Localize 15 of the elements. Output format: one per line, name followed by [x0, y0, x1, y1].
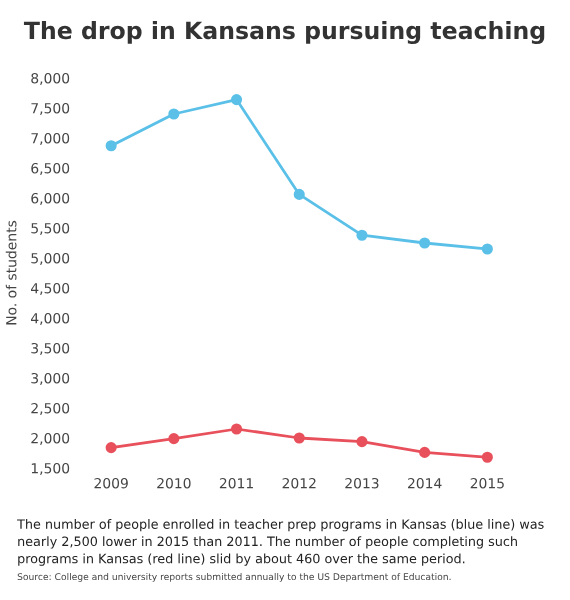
- point: [356, 229, 368, 241]
- point: [168, 433, 180, 445]
- point: [356, 436, 368, 448]
- point: [419, 237, 431, 249]
- point: [105, 442, 117, 454]
- point: [481, 451, 493, 463]
- point: [419, 446, 431, 458]
- point: [168, 108, 180, 120]
- point: [293, 432, 305, 444]
- point: [481, 243, 493, 255]
- point: [230, 94, 243, 106]
- point: [293, 188, 305, 200]
- chart-title: The drop in Kansans pursuing teaching: [23, 21, 545, 45]
- point: [105, 140, 117, 152]
- point: [230, 423, 243, 435]
